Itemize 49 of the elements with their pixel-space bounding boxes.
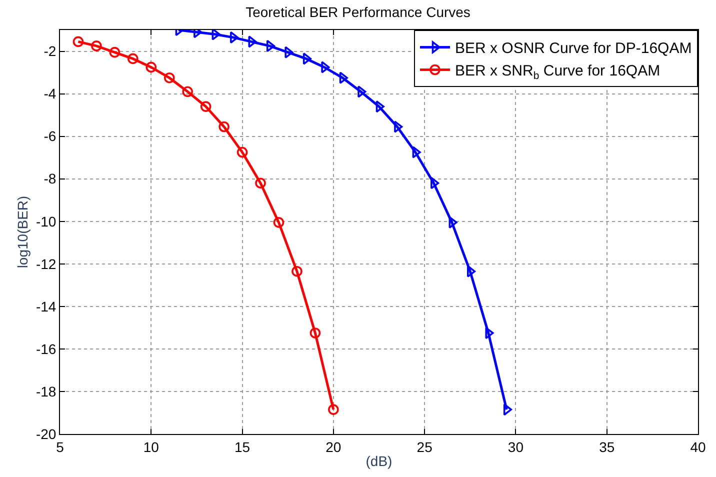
y-tick-label: -8: [44, 170, 56, 187]
x-tick-label: 15: [234, 438, 250, 455]
point: [358, 86, 366, 98]
y-tick-label: -12: [36, 256, 56, 272]
point: [412, 146, 421, 158]
point: [146, 62, 157, 73]
point: [164, 72, 175, 84]
x-tick-label: 5: [56, 438, 64, 455]
point: [328, 404, 339, 415]
point: [218, 121, 230, 132]
point: [182, 86, 193, 98]
point: [273, 217, 284, 228]
y-tick-label: -16: [36, 340, 56, 357]
y-tick-label: -6: [44, 128, 56, 144]
y-tick-label: -14: [36, 298, 56, 314]
y-tick-label: -4: [44, 86, 56, 102]
y-tick-label: -10: [36, 213, 56, 230]
chart-title: Teoretical BER Performance Curves: [246, 4, 470, 20]
y-axis-title: log10(BER): [14, 196, 31, 268]
point: [91, 40, 102, 52]
point: [248, 36, 257, 48]
y-tick-label: -18: [36, 383, 56, 400]
point: [284, 46, 294, 58]
point: [212, 30, 220, 40]
point: [310, 328, 321, 338]
y-tick-label: -20: [36, 426, 56, 442]
point: [72, 36, 84, 48]
point: [292, 266, 302, 277]
x-axis-title: (dB): [366, 453, 392, 470]
point: [236, 146, 248, 158]
x-tick-label: 10: [143, 438, 160, 455]
point: [109, 46, 120, 58]
x-tick-label: 25: [416, 438, 433, 455]
x-tick-label: 35: [599, 438, 615, 455]
y-tick-label: -2: [44, 43, 56, 60]
point: [302, 52, 312, 65]
point: [255, 178, 266, 188]
point: [466, 265, 476, 278]
point: [266, 40, 276, 52]
point: [339, 72, 348, 84]
x-tick-label: 40: [690, 438, 706, 455]
point: [200, 101, 212, 112]
x-tick-label: 30: [508, 438, 524, 455]
x-tick-label: 20: [326, 438, 342, 455]
legend-label: BER x OSNR Curve for DP-16QAM: [455, 40, 692, 58]
point: [321, 61, 330, 74]
point: [394, 120, 403, 133]
point: [128, 53, 138, 64]
legend-label: BER x SNR$_{b}$ Curve for 16QAM: [455, 62, 660, 82]
